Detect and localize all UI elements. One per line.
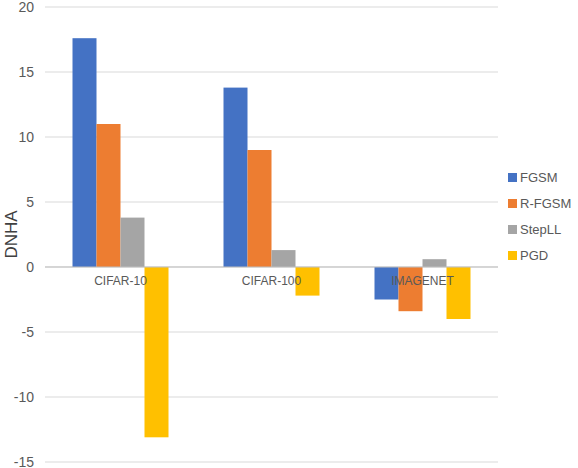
tick-label: -15 <box>14 454 34 468</box>
legend-label: R-FGSM <box>520 196 571 211</box>
tick-label: -5 <box>22 324 35 340</box>
grid-line <box>45 332 498 333</box>
legend-swatch <box>508 199 517 208</box>
grid-line <box>45 72 498 73</box>
legend-label: FGSM <box>520 170 558 185</box>
grid-line <box>45 462 498 463</box>
bar <box>121 218 145 267</box>
bar <box>272 250 296 267</box>
bar <box>97 124 121 267</box>
y-axis-label: DNHA <box>2 210 21 259</box>
legend-label: PGD <box>520 248 548 263</box>
tick-label: 0 <box>26 259 34 275</box>
bar <box>248 150 272 267</box>
tick-label: 20 <box>18 0 34 15</box>
tick-label: 10 <box>18 129 34 145</box>
legend-swatch <box>508 173 517 182</box>
bar <box>145 267 169 437</box>
tick-label: -10 <box>14 389 34 405</box>
bars <box>73 38 471 437</box>
bar <box>224 88 248 267</box>
x-axis-line <box>45 267 498 268</box>
tick-label: 5 <box>26 194 34 210</box>
grid-line <box>45 267 498 268</box>
grid-line <box>45 7 498 8</box>
category-label: CIFAR-10 <box>94 274 147 288</box>
bar <box>423 259 447 267</box>
legend-swatch <box>508 225 517 234</box>
tick-label: 15 <box>18 64 34 80</box>
legend-swatch <box>508 251 517 260</box>
bar <box>73 38 97 267</box>
chart: -15 -10 -5 0 5 10 15 20 DNHA CIFAR-10 CIFAR-100 IMA… <box>0 0 578 468</box>
category-label: IMAGENET <box>391 274 454 288</box>
category-label: CIFAR-100 <box>242 274 302 288</box>
legend-label: StepLL <box>520 222 561 237</box>
grid-line <box>45 397 498 398</box>
